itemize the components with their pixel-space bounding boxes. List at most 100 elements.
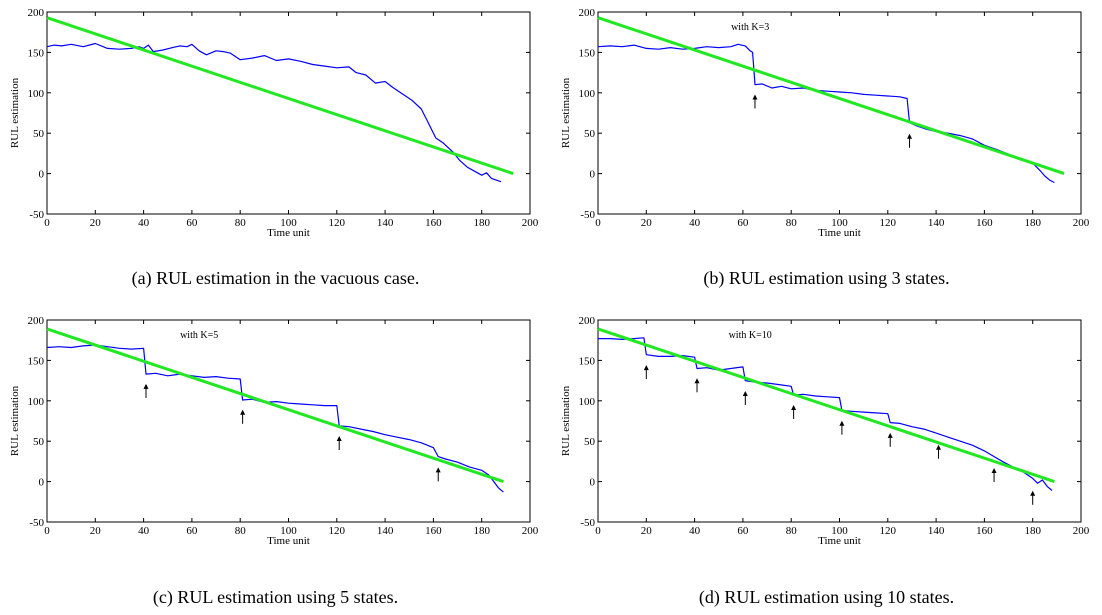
y-axis-label: RUL estimation <box>9 77 21 148</box>
y-tick-label: -50 <box>29 517 44 529</box>
y-tick-label: -50 <box>580 209 595 221</box>
y-tick-label: 200 <box>28 7 45 19</box>
state-arrow-head <box>887 432 893 438</box>
x-tick-label: 160 <box>976 525 993 537</box>
x-tick-label: 200 <box>1073 525 1090 537</box>
state-count-annotation: with K=10 <box>729 330 772 341</box>
chart-svg: 0 20 40 60 80 100 120 140 160 180 200-500501001502… <box>560 315 1090 547</box>
x-axis-label: Time unit <box>267 227 310 239</box>
y-tick-label: 50 <box>584 436 596 448</box>
x-axis-label: Time unit <box>818 535 861 547</box>
x-tick-label: 80 <box>235 525 247 537</box>
chart-caption: (b) RUL estimation using 3 states. <box>703 268 950 288</box>
state-arrow-head <box>936 444 942 450</box>
y-tick-label: 100 <box>579 396 596 408</box>
chart-caption: (d) RUL estimation using 10 states. <box>698 587 955 607</box>
x-tick-label: 40 <box>689 525 701 537</box>
x-tick-label: 40 <box>689 217 701 229</box>
x-axis-label: Time unit <box>267 535 310 547</box>
chart-svg: 0 20 40 60 80 100 120 140 160 180 200-500501001502… <box>9 7 539 239</box>
y-tick-label: 150 <box>28 355 45 367</box>
x-tick-label: 200 <box>522 217 539 229</box>
plot-frame <box>46 319 531 523</box>
rul-estimate-line <box>46 344 504 493</box>
x-tick-label: 20 <box>641 217 653 229</box>
chart-panel-d: 0 20 40 60 80 100 120 140 160 180 200 -50 0 50 100 150 2… <box>551 308 1102 615</box>
x-tick-label: 200 <box>522 525 539 537</box>
x-tick-label: 0 <box>595 217 601 229</box>
x-tick-label: 160 <box>425 217 442 229</box>
state-arrow-head <box>1030 490 1036 496</box>
x-tick-label: 0 <box>44 525 50 537</box>
x-tick-label: 180 <box>473 217 490 229</box>
chart-svg: 0 20 40 60 80 100 120 140 160 180 200-500501001502… <box>560 7 1090 239</box>
y-tick-label: 150 <box>28 47 45 59</box>
state-arrow-head <box>435 467 441 473</box>
x-tick-label: 20 <box>90 525 102 537</box>
x-tick-label: 120 <box>329 525 346 537</box>
state-arrow-head <box>643 365 649 371</box>
state-arrow-head <box>694 378 700 384</box>
x-tick-label: 80 <box>235 217 247 229</box>
y-tick-label: 200 <box>579 7 596 19</box>
state-arrow-head <box>240 409 246 415</box>
rul-estimate-line <box>597 43 1055 184</box>
chart-panel-c: 0 20 40 60 80 100 120 140 160 180 200 -50 0 50 100 150 2… <box>0 308 551 615</box>
x-tick-label: 20 <box>641 525 653 537</box>
state-arrow-head <box>336 436 342 442</box>
x-tick-label: 200 <box>1073 217 1090 229</box>
x-tick-label: 140 <box>928 525 945 537</box>
x-tick-label: 80 <box>786 525 798 537</box>
true-rul-line <box>597 327 1055 484</box>
y-axis-label: RUL estimation <box>560 385 572 456</box>
x-tick-label: 180 <box>1024 217 1041 229</box>
y-tick-label: 150 <box>579 47 596 59</box>
x-tick-label: 80 <box>786 217 798 229</box>
y-tick-label: 150 <box>579 355 596 367</box>
state-count-annotation: with K=3 <box>731 22 769 33</box>
chart-caption: (a) RUL estimation in the vacuous case. <box>131 268 420 288</box>
x-tick-label: 160 <box>976 217 993 229</box>
y-tick-label: 50 <box>584 128 596 140</box>
x-tick-label: 60 <box>737 217 749 229</box>
y-tick-label: -50 <box>29 209 44 221</box>
x-tick-label: 140 <box>377 525 394 537</box>
y-tick-label: 0 <box>39 169 45 181</box>
x-tick-label: 0 <box>44 217 50 229</box>
y-tick-label: 50 <box>33 128 45 140</box>
true-rul-line <box>46 327 504 484</box>
state-arrow-head <box>839 420 845 426</box>
y-axis-label: RUL estimation <box>9 385 21 456</box>
chart-panel-a: 0 20 40 60 80 100 120 140 160 180 200 -50 0 50 100 150 2… <box>0 0 551 307</box>
state-count-annotation: with K=5 <box>180 330 218 341</box>
x-tick-label: 180 <box>473 525 490 537</box>
x-tick-label: 60 <box>186 217 198 229</box>
rul-estimate-line <box>598 337 1053 491</box>
y-tick-label: 0 <box>590 477 596 489</box>
x-tick-label: 120 <box>329 217 346 229</box>
x-tick-label: 160 <box>425 525 442 537</box>
state-arrow-head <box>907 133 913 139</box>
x-tick-label: 140 <box>928 217 945 229</box>
state-arrow-head <box>752 94 758 100</box>
x-tick-label: 60 <box>186 525 198 537</box>
x-tick-label: 20 <box>90 217 102 229</box>
state-arrow-head <box>991 467 997 473</box>
y-tick-label: 100 <box>579 88 596 100</box>
chart-caption: (c) RUL estimation using 5 states. <box>152 587 399 607</box>
x-tick-label: 120 <box>880 525 897 537</box>
x-tick-label: 140 <box>377 217 394 229</box>
y-tick-label: 200 <box>579 315 596 327</box>
y-tick-label: 100 <box>28 88 45 100</box>
x-tick-label: 100 <box>280 525 297 537</box>
y-tick-label: 0 <box>39 477 45 489</box>
y-tick-label: 100 <box>28 396 45 408</box>
chart-svg: 0 20 40 60 80 100 120 140 160 180 200-500501001502… <box>9 315 539 547</box>
rul-estimate-line <box>46 42 502 183</box>
chart-panel-b: 0 20 40 60 80 100 120 140 160 180 200 -50 0 50 100 150 2… <box>551 0 1102 307</box>
x-tick-label: 120 <box>880 217 897 229</box>
x-tick-label: 100 <box>831 525 848 537</box>
x-tick-label: 60 <box>737 525 749 537</box>
true-rul-line <box>597 16 1065 176</box>
plot-frame <box>597 319 1082 523</box>
